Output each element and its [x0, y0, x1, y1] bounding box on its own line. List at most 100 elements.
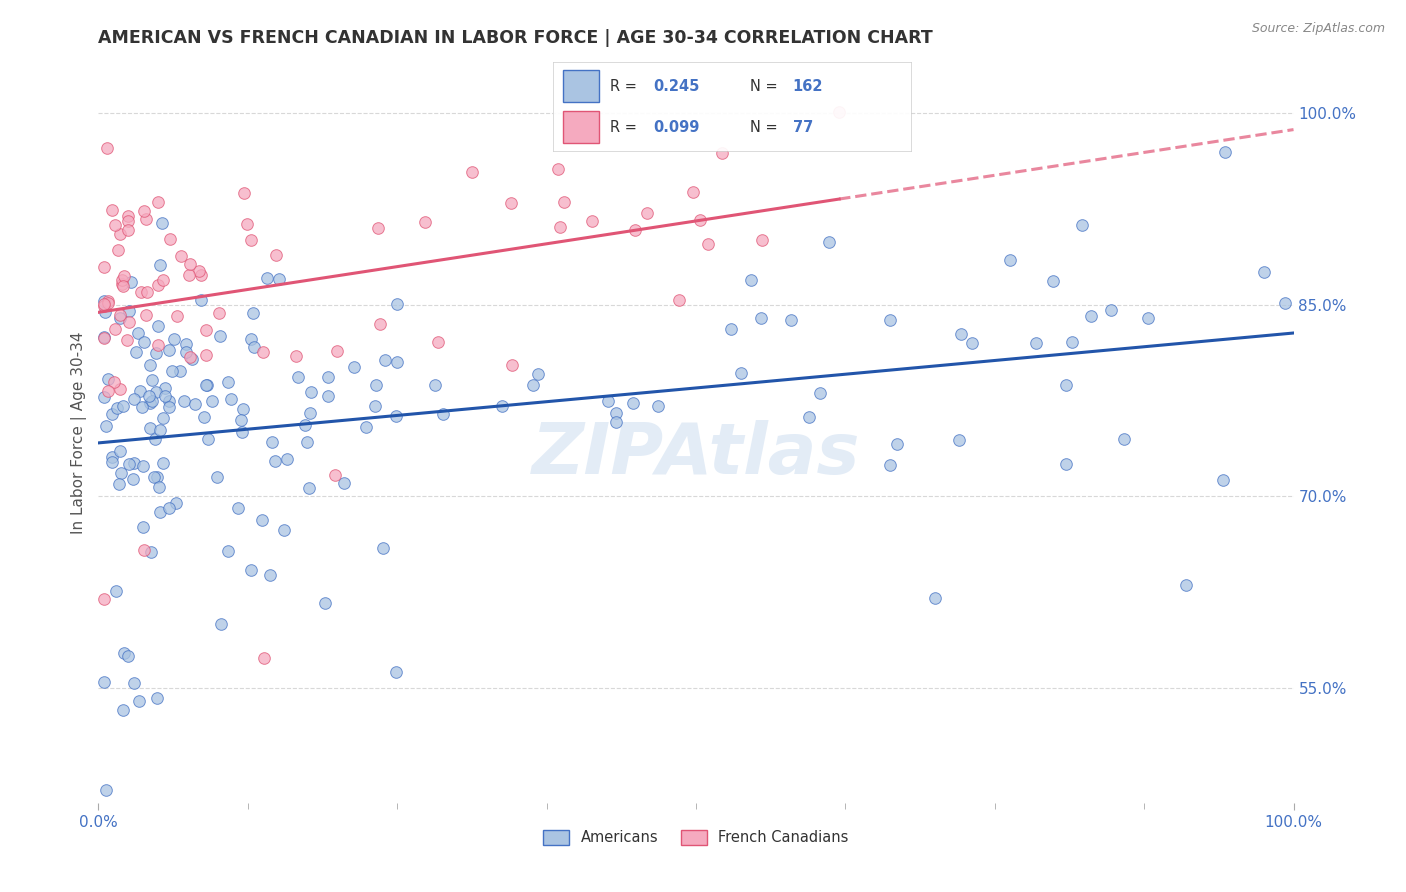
Point — [1060, 334, 1083, 349]
Point — [267, 272, 290, 286]
Point — [141, 393, 163, 408]
Point — [1274, 296, 1296, 310]
Point — [1253, 265, 1275, 279]
Point — [157, 343, 180, 358]
Text: AMERICAN VS FRENCH CANADIAN IN LABOR FORCE | AGE 30-34 CORRELATION CHART: AMERICAN VS FRENCH CANADIAN IN LABOR FOR… — [98, 29, 934, 47]
Point — [143, 432, 166, 446]
Point — [117, 649, 139, 664]
Point — [605, 406, 627, 420]
Point — [491, 399, 513, 413]
Point — [1213, 145, 1236, 159]
Point — [195, 348, 218, 362]
Point — [157, 400, 180, 414]
Point — [94, 419, 117, 434]
Point — [190, 268, 212, 282]
Point — [367, 221, 389, 235]
Point — [124, 456, 146, 470]
Point — [262, 434, 284, 449]
Point — [134, 543, 156, 558]
Point — [174, 336, 197, 351]
Point — [333, 475, 356, 490]
Point — [264, 248, 287, 262]
Point — [1080, 309, 1102, 323]
Point — [1175, 577, 1198, 591]
Point — [129, 384, 152, 398]
Point — [193, 409, 215, 424]
Point — [108, 444, 131, 458]
Point — [1212, 474, 1234, 488]
Point — [242, 306, 264, 320]
Point — [208, 306, 231, 320]
Point — [636, 206, 658, 220]
Point — [135, 308, 157, 322]
Point — [108, 227, 131, 241]
Point — [818, 235, 841, 249]
Point — [240, 234, 263, 248]
Point — [139, 545, 162, 559]
Point — [117, 210, 139, 224]
Point — [111, 399, 134, 413]
Point — [299, 406, 322, 420]
Point — [273, 524, 295, 538]
Point — [385, 409, 408, 423]
Point — [239, 332, 262, 346]
Point — [103, 375, 125, 389]
Point — [110, 311, 132, 326]
Point — [112, 646, 135, 660]
Point — [287, 370, 309, 384]
Point — [121, 471, 143, 485]
Point — [1042, 274, 1064, 288]
Point — [364, 377, 387, 392]
Point — [624, 223, 647, 237]
Point — [621, 396, 644, 410]
Point — [239, 563, 262, 577]
Point — [668, 293, 690, 307]
Point — [808, 386, 831, 401]
Point — [231, 425, 253, 440]
Point — [132, 520, 155, 534]
Point — [108, 382, 131, 396]
Point — [374, 352, 396, 367]
Point — [111, 277, 134, 292]
Point — [112, 279, 135, 293]
Point — [149, 505, 172, 519]
Point — [153, 389, 176, 403]
Point — [924, 591, 946, 606]
Point — [93, 391, 115, 405]
Point — [316, 389, 339, 403]
Point — [461, 165, 484, 179]
Point — [101, 407, 124, 421]
Point — [153, 381, 176, 395]
Point — [118, 458, 141, 472]
Point — [343, 359, 366, 374]
Point — [183, 397, 205, 411]
Point — [139, 358, 162, 372]
Point — [201, 393, 224, 408]
Point — [96, 140, 118, 154]
Text: Source: ZipAtlas.com: Source: ZipAtlas.com — [1251, 22, 1385, 36]
Point — [886, 436, 908, 450]
Point — [229, 412, 252, 426]
Point — [104, 584, 127, 599]
Point — [129, 285, 152, 300]
Point — [122, 675, 145, 690]
Point — [146, 338, 169, 352]
Point — [197, 432, 219, 446]
Point — [797, 410, 820, 425]
Point — [166, 309, 188, 323]
Point — [217, 376, 239, 390]
Point — [122, 392, 145, 407]
Point — [104, 218, 127, 232]
Point — [205, 470, 228, 484]
Point — [97, 296, 120, 310]
Point — [950, 326, 973, 341]
Point — [879, 458, 901, 472]
Point — [93, 297, 115, 311]
Point — [138, 421, 160, 435]
Point — [252, 344, 274, 359]
Point — [152, 273, 174, 287]
Point — [527, 367, 550, 381]
Point — [152, 457, 174, 471]
Point — [142, 470, 165, 484]
Point — [117, 223, 139, 237]
